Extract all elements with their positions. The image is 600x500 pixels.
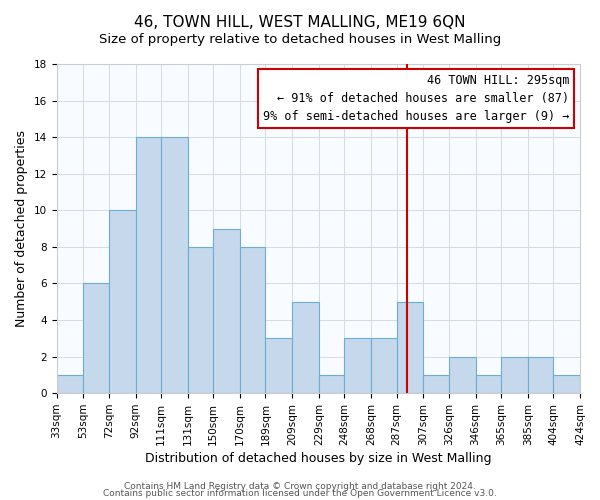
Bar [265, 338, 292, 393]
Bar [319, 375, 344, 393]
Text: Size of property relative to detached houses in West Malling: Size of property relative to detached ho… [99, 32, 501, 46]
Text: 46 TOWN HILL: 295sqm
← 91% of detached houses are smaller (87)
9% of semi-detach: 46 TOWN HILL: 295sqm ← 91% of detached h… [263, 74, 569, 123]
Bar [83, 284, 109, 393]
Bar [344, 338, 371, 393]
Bar [397, 302, 424, 393]
Text: 46, TOWN HILL, WEST MALLING, ME19 6QN: 46, TOWN HILL, WEST MALLING, ME19 6QN [134, 15, 466, 30]
Bar [424, 375, 449, 393]
Bar [161, 137, 188, 393]
Bar [188, 247, 213, 393]
Bar [528, 356, 553, 393]
Bar [476, 375, 501, 393]
Bar [371, 338, 397, 393]
Bar [553, 375, 580, 393]
Bar [109, 210, 136, 393]
X-axis label: Distribution of detached houses by size in West Malling: Distribution of detached houses by size … [145, 452, 491, 465]
Bar [501, 356, 528, 393]
Bar [136, 137, 161, 393]
Text: Contains HM Land Registry data © Crown copyright and database right 2024.: Contains HM Land Registry data © Crown c… [124, 482, 476, 491]
Bar [240, 247, 265, 393]
Text: Contains public sector information licensed under the Open Government Licence v3: Contains public sector information licen… [103, 490, 497, 498]
Bar [292, 302, 319, 393]
Bar [213, 228, 240, 393]
Bar [449, 356, 476, 393]
Bar [56, 375, 83, 393]
Y-axis label: Number of detached properties: Number of detached properties [15, 130, 28, 327]
